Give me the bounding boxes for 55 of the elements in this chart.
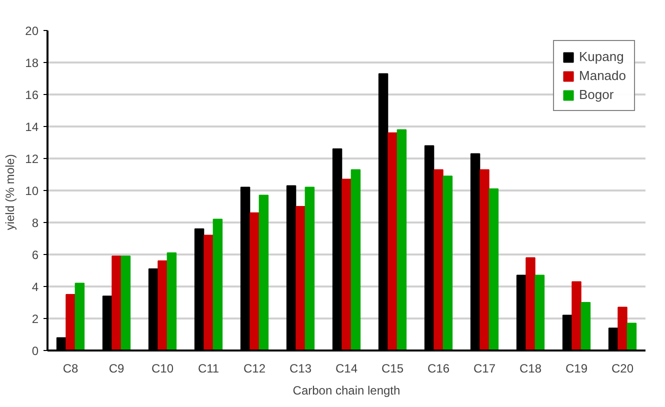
y-tick-label: 10	[25, 184, 39, 198]
x-tick-label: C11	[198, 362, 220, 376]
bar	[534, 274, 545, 350]
y-tick-label: 20	[25, 24, 39, 38]
bar	[350, 169, 361, 350]
bar	[572, 281, 582, 350]
x-tick-label: C19	[565, 362, 588, 376]
bar	[488, 188, 499, 350]
bar	[626, 322, 637, 350]
bar	[74, 282, 85, 350]
y-tick-label: 2	[32, 312, 39, 326]
legend-label: Kupang	[579, 49, 624, 64]
y-tick-label: 4	[32, 280, 39, 294]
bar	[66, 294, 76, 350]
y-tick-label: 8	[32, 216, 39, 230]
bar	[434, 169, 444, 350]
x-axis-title: Carbon chain length	[292, 384, 400, 398]
x-tick-label: C10	[151, 362, 174, 376]
bar	[580, 302, 591, 350]
bar	[480, 169, 490, 350]
x-tick-label: C20	[611, 362, 634, 376]
x-tick-label: C13	[289, 362, 312, 376]
x-tick-label: C12	[243, 362, 266, 376]
bar	[204, 234, 214, 350]
bar	[442, 176, 453, 350]
x-tick-label: C8	[62, 362, 78, 376]
bar	[388, 132, 398, 350]
x-tick-label: C15	[381, 362, 404, 376]
bar	[212, 218, 223, 350]
x-tick-label: C18	[519, 362, 542, 376]
bar	[112, 256, 122, 350]
y-tick-label: 18	[25, 56, 39, 70]
bar	[258, 194, 269, 350]
bar	[396, 129, 407, 350]
bar	[526, 257, 536, 350]
legend-label: Bogor	[579, 87, 614, 102]
bar	[304, 186, 315, 350]
y-tick-label: 16	[25, 88, 39, 102]
x-tick-label: C9	[108, 362, 124, 376]
x-tick-label: C17	[473, 362, 496, 376]
bar	[250, 212, 260, 350]
bar	[120, 256, 131, 350]
x-tick-label: C16	[427, 362, 450, 376]
y-axis-title: yield (% mole)	[3, 154, 18, 230]
bar	[296, 206, 306, 350]
legend-label: Manado	[579, 68, 626, 83]
y-tick-label: 12	[25, 152, 39, 166]
y-tick-label: 0	[32, 344, 39, 358]
bar	[158, 260, 168, 350]
y-tick-label: 14	[25, 120, 39, 134]
bar	[342, 178, 352, 350]
bar	[618, 306, 628, 350]
bar	[166, 252, 177, 350]
y-tick-label: 6	[32, 248, 39, 262]
x-tick-label: C14	[335, 362, 358, 376]
